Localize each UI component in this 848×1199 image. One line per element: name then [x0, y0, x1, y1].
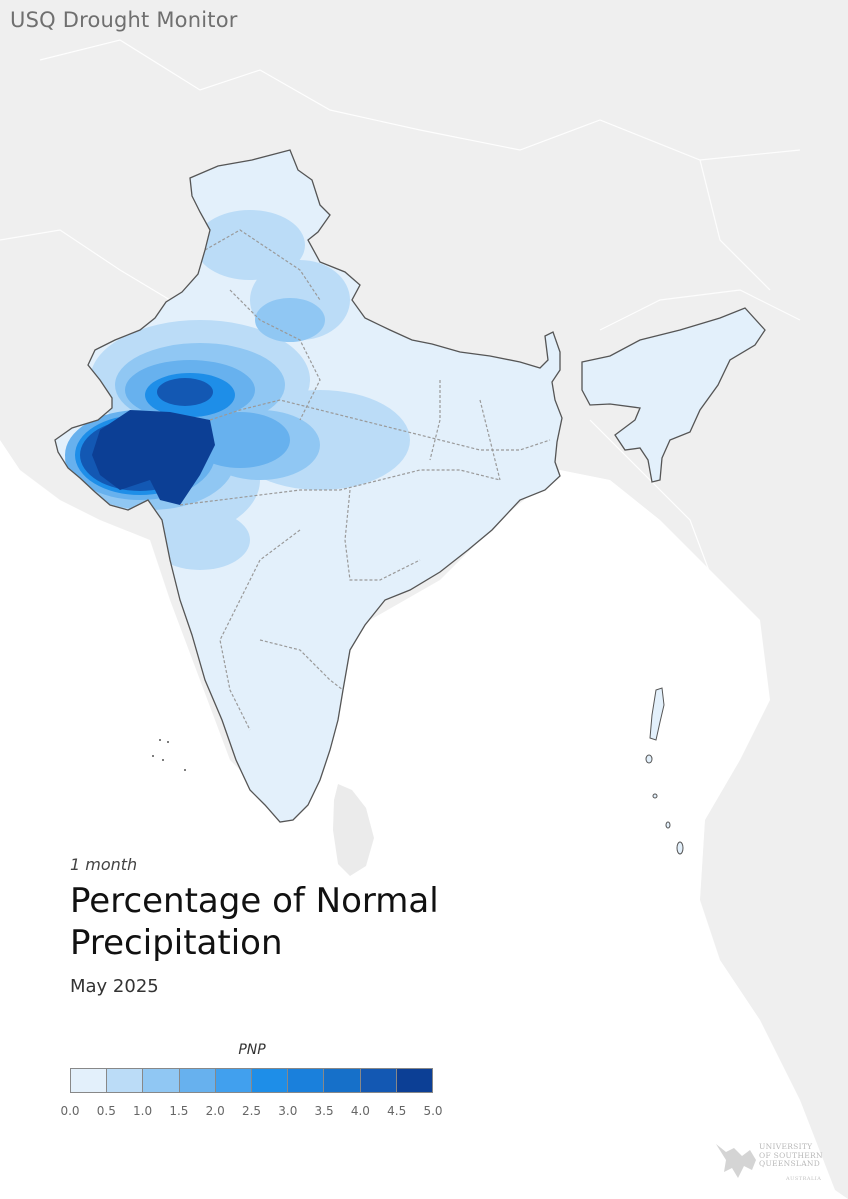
map-date: May 2025 — [70, 976, 159, 997]
legend-swatch — [252, 1069, 289, 1092]
legend-tick-label: 4.5 — [387, 1104, 407, 1118]
logo-text: UNIVERSITY OF SOUTHERN QUEENSLAND — [759, 1142, 823, 1168]
legend-swatch — [71, 1069, 108, 1092]
legend-tick-label: 4.0 — [350, 1104, 370, 1118]
usq-logo — [716, 1144, 756, 1178]
legend-tick-label: 1.5 — [169, 1104, 189, 1118]
logo-subtext: AUSTRALIA — [786, 1176, 822, 1182]
legend-tick-label: 0.0 — [60, 1104, 80, 1118]
legend-swatch — [107, 1069, 144, 1092]
legend-tick-label: 1.0 — [133, 1104, 153, 1118]
legend-tick-label: 0.5 — [96, 1104, 116, 1118]
map-title: Percentage of Normal Precipitation — [70, 881, 439, 963]
northeast-india — [581, 307, 766, 483]
legend-swatch — [179, 1069, 216, 1092]
legend-color-bar — [70, 1068, 433, 1093]
map-period: 1 month — [70, 855, 138, 874]
legend-tick-label: 3.0 — [278, 1104, 298, 1118]
legend-swatch — [360, 1069, 397, 1092]
legend-label: PNP — [238, 1042, 266, 1058]
legend-ticks: 0.0 0.5 1.0 1.5 2.0 2.5 3.0 3.5 4.0 4.5 5.0 — [60, 1104, 442, 1120]
legend-swatch — [215, 1069, 253, 1092]
india-outline — [54, 149, 563, 823]
sri-lanka — [333, 784, 374, 876]
legend-tick-label: 3.5 — [314, 1104, 334, 1118]
legend-tick-label: 2.0 — [205, 1104, 225, 1118]
legend-tick-label: 2.5 — [241, 1104, 262, 1118]
legend-swatch — [396, 1069, 433, 1092]
legend-swatch — [288, 1069, 325, 1092]
app-title: USQ Drought Monitor — [10, 8, 238, 32]
legend-swatch — [324, 1069, 361, 1092]
legend-tick-label: 5.0 — [423, 1104, 443, 1118]
legend-swatch — [143, 1069, 180, 1092]
